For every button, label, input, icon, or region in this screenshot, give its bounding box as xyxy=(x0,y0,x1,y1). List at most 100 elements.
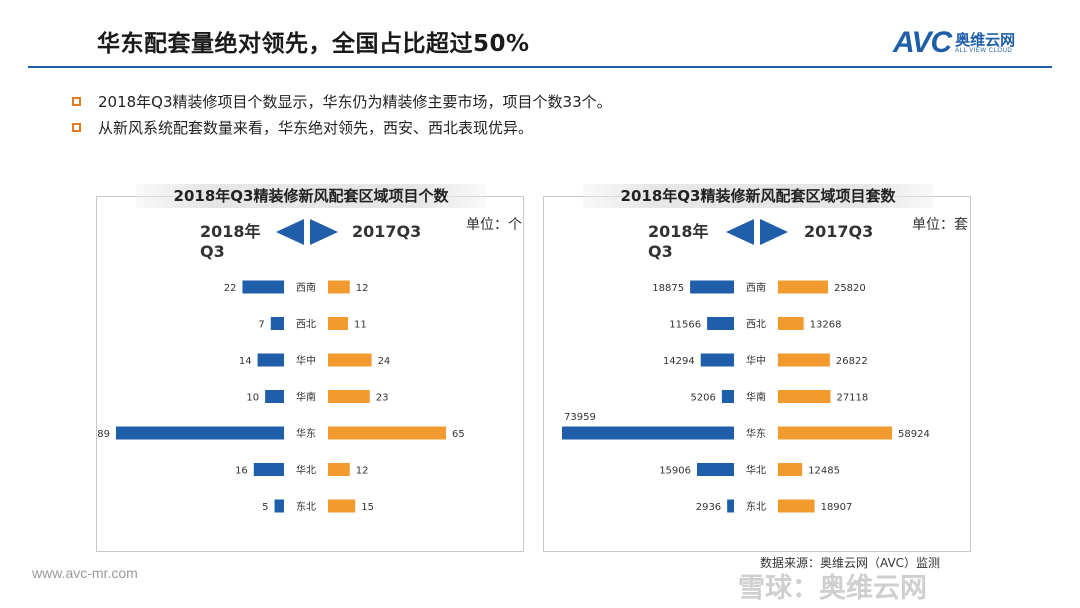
arrow-right-icon xyxy=(760,219,788,245)
data-label-left: 15906 xyxy=(659,466,691,477)
category-label: 华中 xyxy=(296,354,316,367)
bar-right xyxy=(328,463,350,476)
bar-right xyxy=(328,317,348,330)
data-label-right: 15 xyxy=(361,502,374,513)
category-label: 东北 xyxy=(296,500,316,513)
bar-right xyxy=(778,390,831,403)
bar-right xyxy=(778,353,830,367)
bar-left xyxy=(265,390,284,403)
data-label-right: 26822 xyxy=(836,356,868,367)
bullet-list: 2018年Q3精装修项目个数显示，华东仍为精装修主要市场，项目个数33个。 从新… xyxy=(72,88,612,140)
bar-left xyxy=(257,353,284,367)
header-rule xyxy=(28,66,1052,68)
bar-right xyxy=(328,280,350,294)
logo-name-cn: 奥维云网 xyxy=(955,31,1016,49)
bar-right xyxy=(328,353,372,367)
data-label-left: 22 xyxy=(224,283,237,294)
category-label: 西南 xyxy=(746,281,766,294)
legend-series-left: 2018年 xyxy=(648,222,709,241)
bar-left xyxy=(727,499,734,513)
bullet-square-icon xyxy=(72,122,81,132)
legend-series-left-suffix: Q3 xyxy=(648,242,673,261)
footer-url: www.avc-mr.com xyxy=(32,565,138,581)
category-label: 华南 xyxy=(746,391,766,404)
category-label: 西南 xyxy=(296,281,316,294)
data-label-left: 73959 xyxy=(564,412,596,423)
data-label-left: 14 xyxy=(239,356,252,367)
bullet-text: 2018年Q3精装修项目个数显示，华东仍为精装修主要市场，项目个数33个。 xyxy=(98,92,612,111)
bar-right xyxy=(778,499,815,513)
bar-left xyxy=(721,390,734,403)
data-label-right: 12485 xyxy=(808,466,840,477)
bar-left xyxy=(690,280,734,294)
chart-title-left: 2018年Q3精装修新风配套区域项目个数 xyxy=(136,184,486,208)
data-label-right: 12 xyxy=(356,283,369,294)
legend-series-right: 2017Q3 xyxy=(352,222,421,241)
data-label-left: 89 xyxy=(97,429,110,440)
data-label-right: 23 xyxy=(376,393,389,404)
bullet-square-icon xyxy=(72,96,81,106)
bar-left xyxy=(700,353,734,367)
bar-right xyxy=(328,390,370,403)
data-label-left: 14294 xyxy=(663,356,695,367)
logo-text: 奥维云网 ALL VIEW CLOUD xyxy=(955,32,1015,54)
legend-series-left-suffix: Q3 xyxy=(200,242,225,261)
category-label: 华北 xyxy=(296,464,316,477)
data-label-left: 10 xyxy=(246,393,259,404)
bar-right xyxy=(778,317,804,330)
category-label: 华东 xyxy=(296,427,316,440)
data-source: 数据来源：奥维云网（AVC）监测 xyxy=(760,556,941,570)
data-label-right: 58924 xyxy=(898,429,930,440)
data-label-right: 13268 xyxy=(810,320,842,331)
bullet-item: 从新风系统配套数量来看，华东绝对领先，西安、西北表现优异。 xyxy=(72,114,612,140)
unit-label: 单位：个 xyxy=(466,217,522,233)
bar-left xyxy=(707,317,734,330)
data-label-right: 18907 xyxy=(821,502,853,513)
data-label-right: 11 xyxy=(354,320,367,331)
chart-title-right: 2018年Q3精装修新风配套区域项目套数 xyxy=(583,184,933,208)
arrow-right-icon xyxy=(310,219,338,245)
unit-label: 单位：套 xyxy=(912,217,968,233)
data-label-right: 65 xyxy=(452,429,465,440)
category-label: 东北 xyxy=(746,500,766,513)
category-label: 西北 xyxy=(746,319,766,331)
category-label: 华南 xyxy=(296,391,316,404)
avc-logo: AVC 奥维云网 ALL VIEW CLOUD xyxy=(893,26,1015,60)
category-label: 华中 xyxy=(746,354,766,367)
data-label-left: 5 xyxy=(262,502,268,513)
bar-right xyxy=(778,426,892,440)
data-label-left: 16 xyxy=(235,466,248,477)
data-label-left: 5206 xyxy=(690,393,715,404)
bar-right xyxy=(328,499,356,513)
bullet-item: 2018年Q3精装修项目个数显示，华东仍为精装修主要市场，项目个数33个。 xyxy=(72,88,612,114)
data-label-left: 7 xyxy=(258,320,264,331)
data-label-left: 2936 xyxy=(696,502,721,513)
bar-left xyxy=(242,280,284,294)
legend-series-left: 2018年 xyxy=(200,222,261,241)
bar-left xyxy=(116,426,284,440)
legend-series-right: 2017Q3 xyxy=(804,222,873,241)
bar-left xyxy=(697,463,734,476)
bar-left xyxy=(562,426,734,440)
category-label: 西北 xyxy=(296,319,316,331)
arrow-left-icon xyxy=(726,219,754,245)
logo-name-en: ALL VIEW CLOUD xyxy=(955,48,1013,54)
bar-left xyxy=(274,499,284,513)
bar-right xyxy=(328,426,446,440)
bar-right xyxy=(778,463,803,476)
page-title: 华东配套量绝对领先，全国占比超过50% xyxy=(97,31,530,57)
watermark: 雪球：奥维云网 xyxy=(738,573,927,604)
bar-left xyxy=(270,317,284,330)
data-label-right: 25820 xyxy=(834,283,866,294)
bar-left xyxy=(253,463,284,476)
bar-right xyxy=(778,280,828,294)
category-label: 华北 xyxy=(746,464,766,477)
data-label-left: 11566 xyxy=(669,320,701,331)
bullet-text: 从新风系统配套数量来看，华东绝对领先，西安、西北表现优异。 xyxy=(98,118,534,137)
data-label-right: 24 xyxy=(378,356,391,367)
arrow-left-icon xyxy=(276,219,304,245)
logo-mark: AVC xyxy=(893,26,952,59)
data-label-left: 18875 xyxy=(652,283,684,294)
data-label-right: 27118 xyxy=(836,393,868,404)
